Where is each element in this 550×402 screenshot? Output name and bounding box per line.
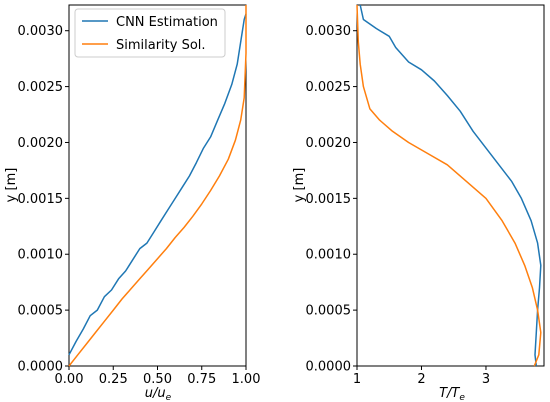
left-series-similarity-sol (68, 5, 247, 367)
right-y-axis-label: y [m] (292, 168, 307, 203)
left-y-tick-label: 0.0000 (18, 360, 64, 375)
right-series-cnn-estimation (359, 4, 542, 367)
left-x-tick-label: 0.00 (55, 372, 84, 387)
right-x-axis-label-sub: e (459, 393, 465, 402)
left-x-axis-label: u/ue (145, 386, 172, 402)
legend-label-similarity: Similarity Sol. (116, 38, 206, 53)
right-y-tick-label: 0.0030 (306, 24, 352, 39)
right-series (356, 4, 542, 367)
left-x-axis-label-sub: e (166, 393, 172, 402)
right-plot-frame (356, 4, 545, 367)
legend: CNN Estimation Similarity Sol. (74, 8, 226, 58)
left-x-tick-label: 0.75 (187, 372, 216, 387)
legend-box (74, 8, 226, 58)
right-x-axis-label-main: T/T (439, 386, 460, 401)
right-x-ticks: 1 2 3 (353, 366, 490, 387)
right-x-tick-label: 1 (353, 372, 361, 387)
left-y-tick-label: 0.0005 (18, 304, 64, 319)
left-y-tick-label: 0.0020 (18, 136, 64, 151)
left-x-tick-label: 1.00 (232, 372, 261, 387)
left-y-axis-label: y [m] (4, 168, 19, 203)
left-y-tick-label: 0.0025 (18, 80, 64, 95)
left-x-tick-label: 0.50 (143, 372, 172, 387)
right-y-tick-label: 0.0020 (306, 136, 352, 151)
right-y-tick-label: 0.0005 (306, 304, 352, 319)
right-x-tick-label: 3 (482, 372, 490, 387)
right-y-tick-label: 0.0025 (306, 80, 352, 95)
right-y-tick-label: 0.0015 (306, 192, 352, 207)
legend-label-cnn: CNN Estimation (116, 15, 218, 30)
left-y-ticks: 0.0000 0.0005 0.0010 0.0015 0.0020 0.0025 0.00… (18, 24, 69, 375)
right-y-ticks: 0.0000 0.0005 0.0010 0.0015 0.0020 0.0025 0.00… (306, 24, 357, 375)
left-y-tick-label: 0.0010 (18, 248, 64, 263)
right-y-tick-label: 0.0000 (306, 360, 352, 375)
right-y-tick-label: 0.0010 (306, 248, 352, 263)
left-x-tick-label: 0.25 (99, 372, 128, 387)
left-series-cnn-estimation (68, 13, 247, 356)
left-y-tick-label: 0.0015 (18, 192, 64, 207)
right-panel: 0.0000 0.0005 0.0010 0.0015 0.0020 0.0025 0.00… (292, 4, 545, 402)
left-series (68, 5, 247, 367)
right-series-similarity-sol (356, 4, 542, 367)
left-x-ticks: 0.00 0.25 0.50 0.75 1.00 (55, 366, 261, 387)
right-x-axis-label: T/Te (439, 386, 465, 402)
left-panel: 0.0000 0.0005 0.0010 0.0015 0.0020 0.0025 0.00… (4, 4, 261, 402)
right-x-tick-label: 2 (417, 372, 425, 387)
left-y-tick-label: 0.0030 (18, 24, 64, 39)
left-x-axis-label-main: u/u (145, 386, 166, 401)
